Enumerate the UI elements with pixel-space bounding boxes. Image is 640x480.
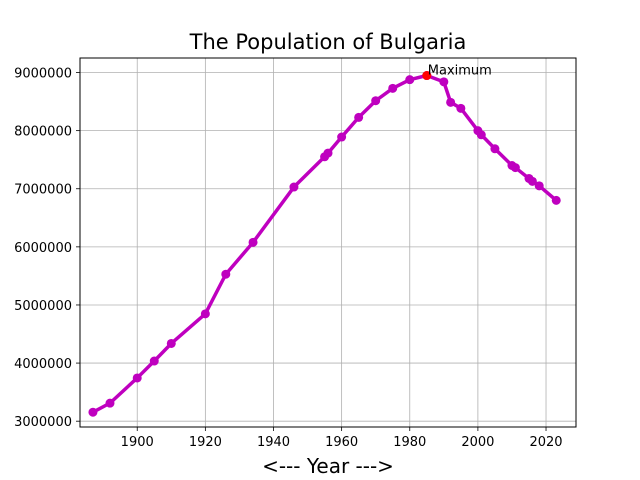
data-point (551, 195, 561, 205)
data-point (88, 407, 98, 417)
series-group (88, 71, 561, 417)
data-point (337, 132, 347, 142)
x-tick-label: 1900 (121, 435, 154, 450)
data-point (132, 373, 142, 383)
data-point (476, 130, 486, 140)
maximum-marker (422, 71, 432, 81)
series-line (92, 73, 558, 414)
data-point (456, 103, 466, 113)
data-point (105, 398, 115, 408)
data-point (388, 83, 398, 93)
x-axis-label: <--- Year ---> (262, 454, 394, 478)
x-tick-label: 1940 (257, 435, 290, 450)
x-axis-ticks: 1900 1920 1940 1960 1980 2000 2020 (121, 427, 563, 450)
data-point (371, 96, 381, 106)
data-point (405, 75, 415, 85)
annotation-group: Maximum (422, 64, 492, 81)
data-point (490, 144, 500, 154)
y-tick-label: 7000000 (14, 183, 72, 198)
data-point (354, 112, 364, 122)
x-tick-label: 1980 (393, 435, 426, 450)
y-tick-label: 3000000 (14, 415, 72, 430)
data-point (221, 269, 231, 279)
data-point (510, 163, 520, 173)
x-tick-label: 1960 (325, 435, 358, 450)
data-point (166, 338, 176, 348)
x-tick-label: 1920 (189, 435, 222, 450)
y-tick-label: 5000000 (14, 299, 72, 314)
data-point (534, 181, 544, 191)
data-point (289, 182, 299, 192)
plot-frame (79, 57, 577, 428)
y-axis-ticks: 3000000 4000000 5000000 6000000 7000000 80000… (14, 67, 80, 430)
data-point (439, 77, 449, 87)
data-point (323, 148, 333, 158)
y-tick-label: 8000000 (14, 125, 72, 140)
x-tick-label: 2020 (529, 435, 562, 450)
x-tick-label: 2000 (461, 435, 494, 450)
y-tick-label: 6000000 (14, 241, 72, 256)
data-point (248, 237, 258, 247)
chart-title: The Population of Bulgaria (189, 30, 467, 54)
data-point (527, 176, 537, 186)
data-point (149, 356, 159, 366)
data-point (200, 309, 210, 319)
y-tick-label: 4000000 (14, 357, 72, 372)
data-point (446, 97, 456, 107)
y-tick-label: 9000000 (14, 67, 72, 82)
grid-lines (80, 58, 576, 427)
maximum-annotation: Maximum (428, 64, 492, 79)
